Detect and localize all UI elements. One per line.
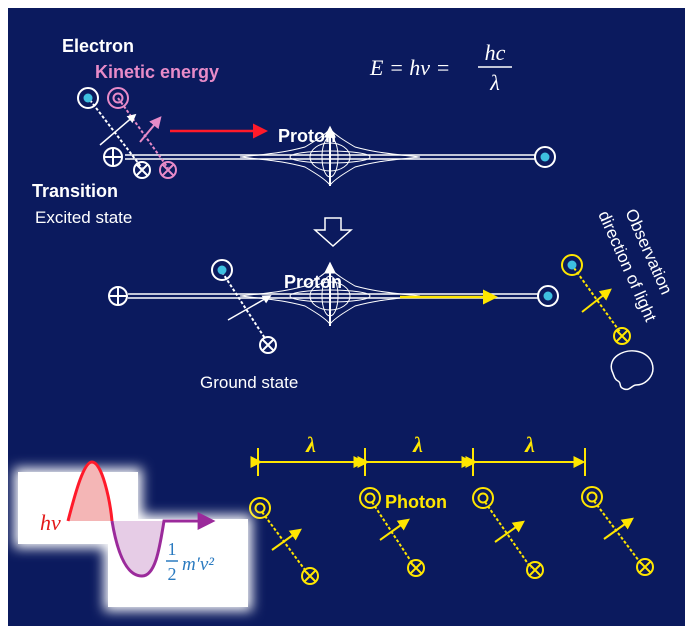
shape xyxy=(84,94,93,103)
shape xyxy=(218,266,227,275)
label: m′v² xyxy=(182,554,214,575)
equation: λ xyxy=(489,70,500,95)
label: Transition xyxy=(32,181,118,201)
wavelength-label: λ xyxy=(524,432,535,457)
shape xyxy=(544,292,553,301)
wavelength-label: λ xyxy=(412,432,423,457)
label: 1 xyxy=(168,539,177,559)
diagram: Electron Kinetic energy E = hν = hc λ Pr… xyxy=(0,0,693,634)
label: Proton xyxy=(284,272,342,292)
label: 2 xyxy=(168,564,177,584)
shape xyxy=(568,261,577,270)
label: hν xyxy=(40,510,61,535)
label: Proton xyxy=(278,126,336,146)
wavelength-label: λ xyxy=(305,432,316,457)
shape xyxy=(541,153,550,162)
equation: E = hν = xyxy=(369,55,450,80)
label: Excited state xyxy=(35,208,132,227)
label: Electron xyxy=(62,36,134,56)
label: Ground state xyxy=(200,373,298,392)
label: Kinetic energy xyxy=(95,62,219,82)
label: Photon xyxy=(385,492,447,512)
equation: hc xyxy=(485,40,506,65)
